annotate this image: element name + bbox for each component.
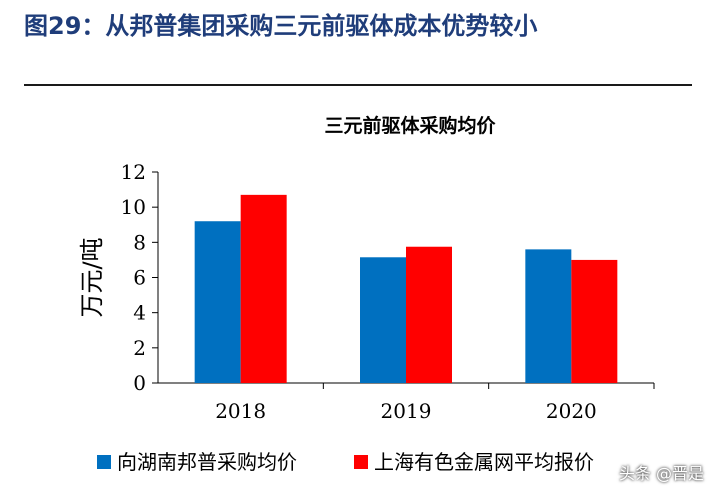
legend-swatch xyxy=(354,455,368,469)
watermark: 头条 @晋是 xyxy=(618,464,704,483)
x-tick-label: 2018 xyxy=(215,399,266,423)
bar-bangpu-2019 xyxy=(360,257,406,383)
y-tick-label: 10 xyxy=(121,195,146,219)
chart-title: 三元前驱体采购均价 xyxy=(324,114,496,137)
y-tick-label: 0 xyxy=(133,371,146,395)
legend-label: 上海有色金属网平均报价 xyxy=(374,450,594,474)
y-tick-label: 4 xyxy=(133,301,146,325)
bar-smm-2018 xyxy=(240,194,287,383)
y-tick-label: 12 xyxy=(121,160,146,184)
y-axis-label: 万元/吨 xyxy=(78,237,106,317)
legend-label: 向湖南邦普采购均价 xyxy=(117,450,297,474)
bar-smm-2020 xyxy=(571,259,618,383)
y-tick-label: 8 xyxy=(133,230,146,254)
bar-bangpu-2018 xyxy=(194,221,241,383)
bar-smm-2019 xyxy=(406,246,452,383)
figure-title: 图29：从邦普集团采购三元前驱体成本优势较小 xyxy=(24,12,538,40)
title-divider xyxy=(24,84,692,86)
legend-swatch xyxy=(97,455,111,469)
y-tick-label: 6 xyxy=(133,266,146,290)
x-tick-label: 2020 xyxy=(546,399,597,423)
bar-bangpu-2020 xyxy=(525,249,572,383)
y-tick-label: 2 xyxy=(133,336,146,360)
x-tick-label: 2019 xyxy=(381,399,432,423)
